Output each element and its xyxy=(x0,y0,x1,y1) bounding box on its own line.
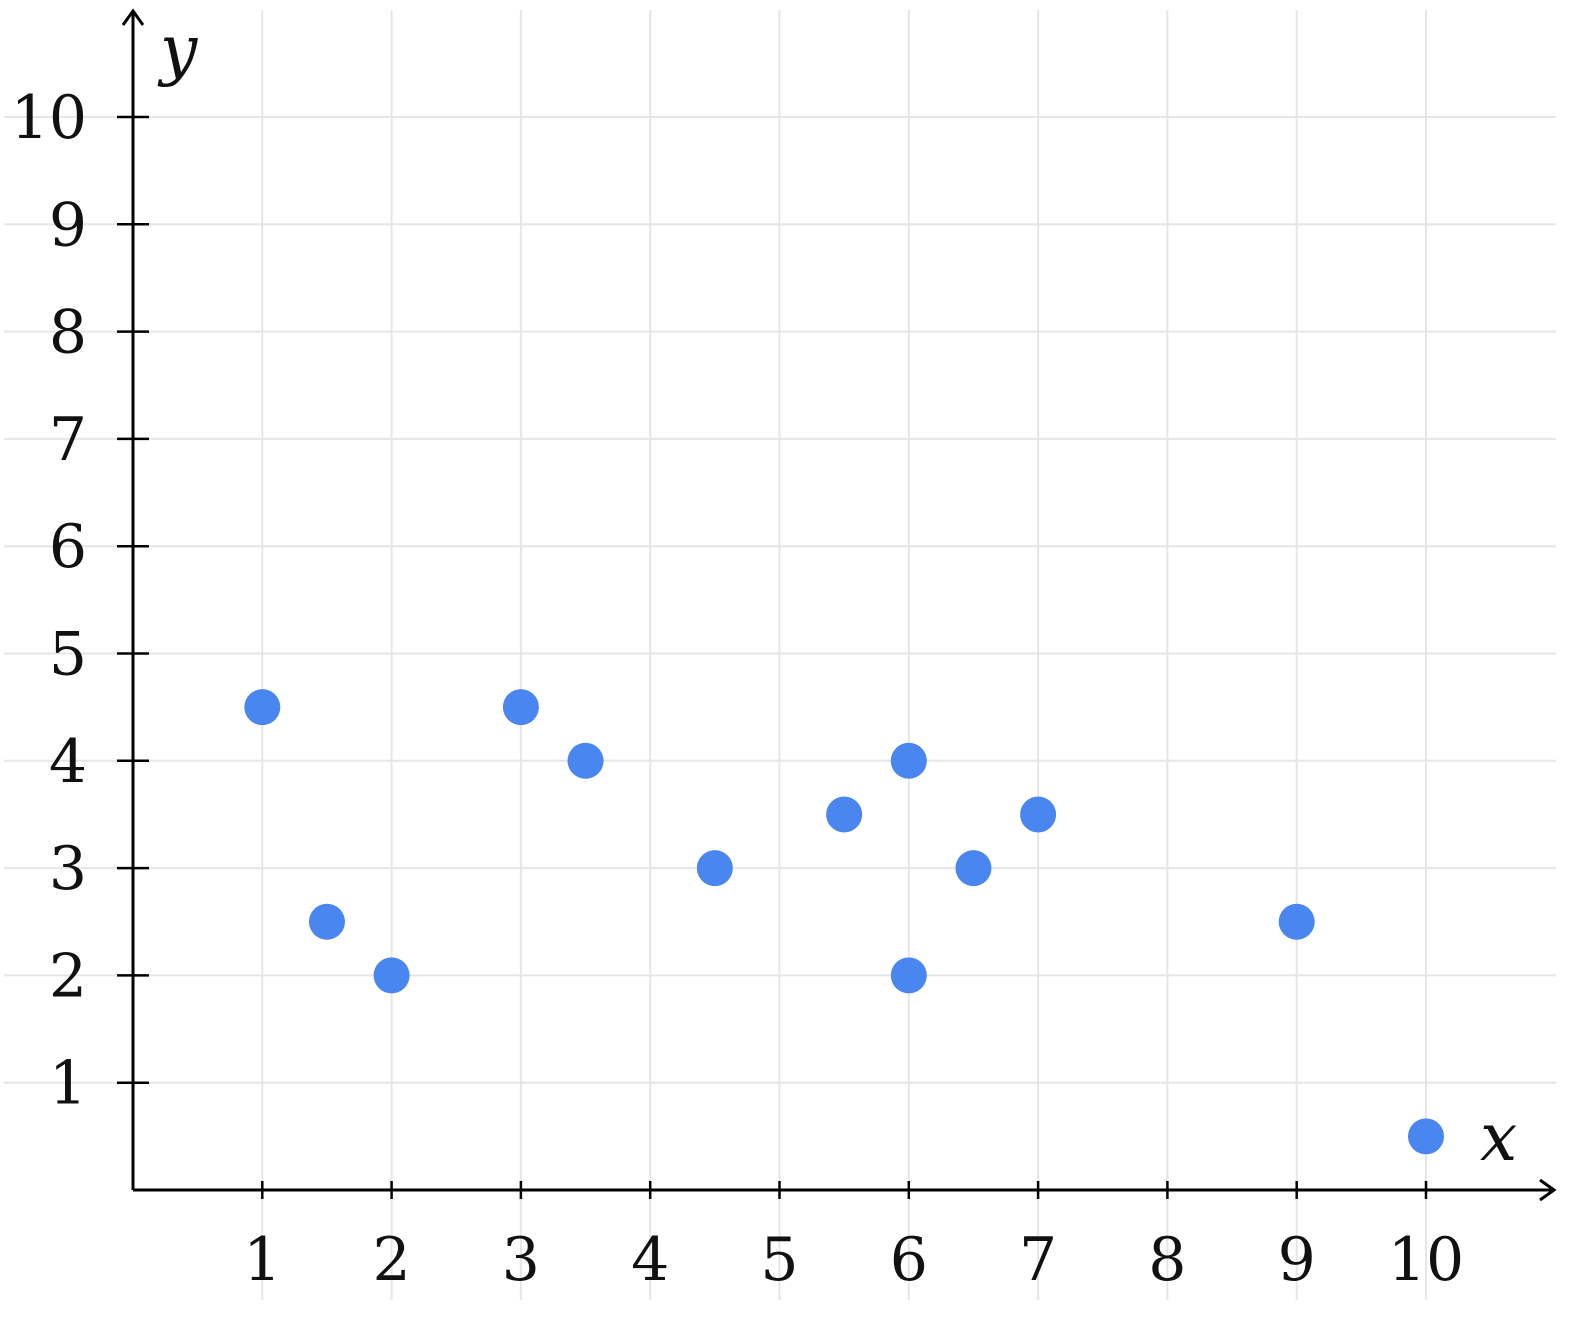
y-tick-label: 5 xyxy=(49,620,87,690)
data-point xyxy=(890,957,927,994)
x-tick-label: 1 xyxy=(243,1225,281,1295)
y-tick-label: 9 xyxy=(49,190,87,260)
y-tick-label: 4 xyxy=(49,727,87,797)
y-axis-label: y xyxy=(157,11,198,88)
y-axis-arrow xyxy=(121,8,145,26)
x-tick-label: 10 xyxy=(1388,1225,1464,1295)
y-tick-label: 3 xyxy=(49,834,87,904)
data-points xyxy=(244,689,1444,1155)
grid xyxy=(4,10,1556,1300)
y-tick-label: 2 xyxy=(49,941,87,1011)
x-tick-label: 9 xyxy=(1278,1225,1316,1295)
data-point xyxy=(567,742,604,779)
x-tick-label: 2 xyxy=(373,1225,411,1295)
x-axis-arrow xyxy=(1539,1178,1557,1202)
x-tick-label: 6 xyxy=(890,1225,928,1295)
y-tick-label: 6 xyxy=(49,512,87,582)
y-tick-label: 7 xyxy=(49,405,87,475)
x-axis-label: x xyxy=(1480,1099,1517,1176)
data-point xyxy=(696,850,733,887)
data-point xyxy=(826,796,863,833)
data-point xyxy=(1278,903,1315,940)
data-point xyxy=(502,689,539,726)
y-tick-label: 8 xyxy=(49,298,87,368)
y-tick-label: 1 xyxy=(49,1049,87,1119)
data-point xyxy=(308,903,345,940)
data-point xyxy=(1408,1118,1444,1155)
x-tick-label: 4 xyxy=(631,1225,669,1295)
data-point xyxy=(244,689,281,726)
axes xyxy=(121,8,1557,1202)
x-tick-label: 5 xyxy=(760,1225,798,1295)
data-point xyxy=(373,957,410,994)
data-point xyxy=(955,850,992,887)
x-tick-label: 3 xyxy=(502,1225,540,1295)
ticks: 1 2 3 4 5 6 7 8 9 10 1 2 3 4 5 6 7 8 9 10 xyxy=(11,83,1465,1295)
x-tick-label: 7 xyxy=(1019,1225,1057,1295)
data-point xyxy=(890,742,927,779)
y-tick-label: 10 xyxy=(11,83,87,153)
data-point xyxy=(1020,796,1057,833)
x-tick-label: 8 xyxy=(1148,1225,1186,1295)
